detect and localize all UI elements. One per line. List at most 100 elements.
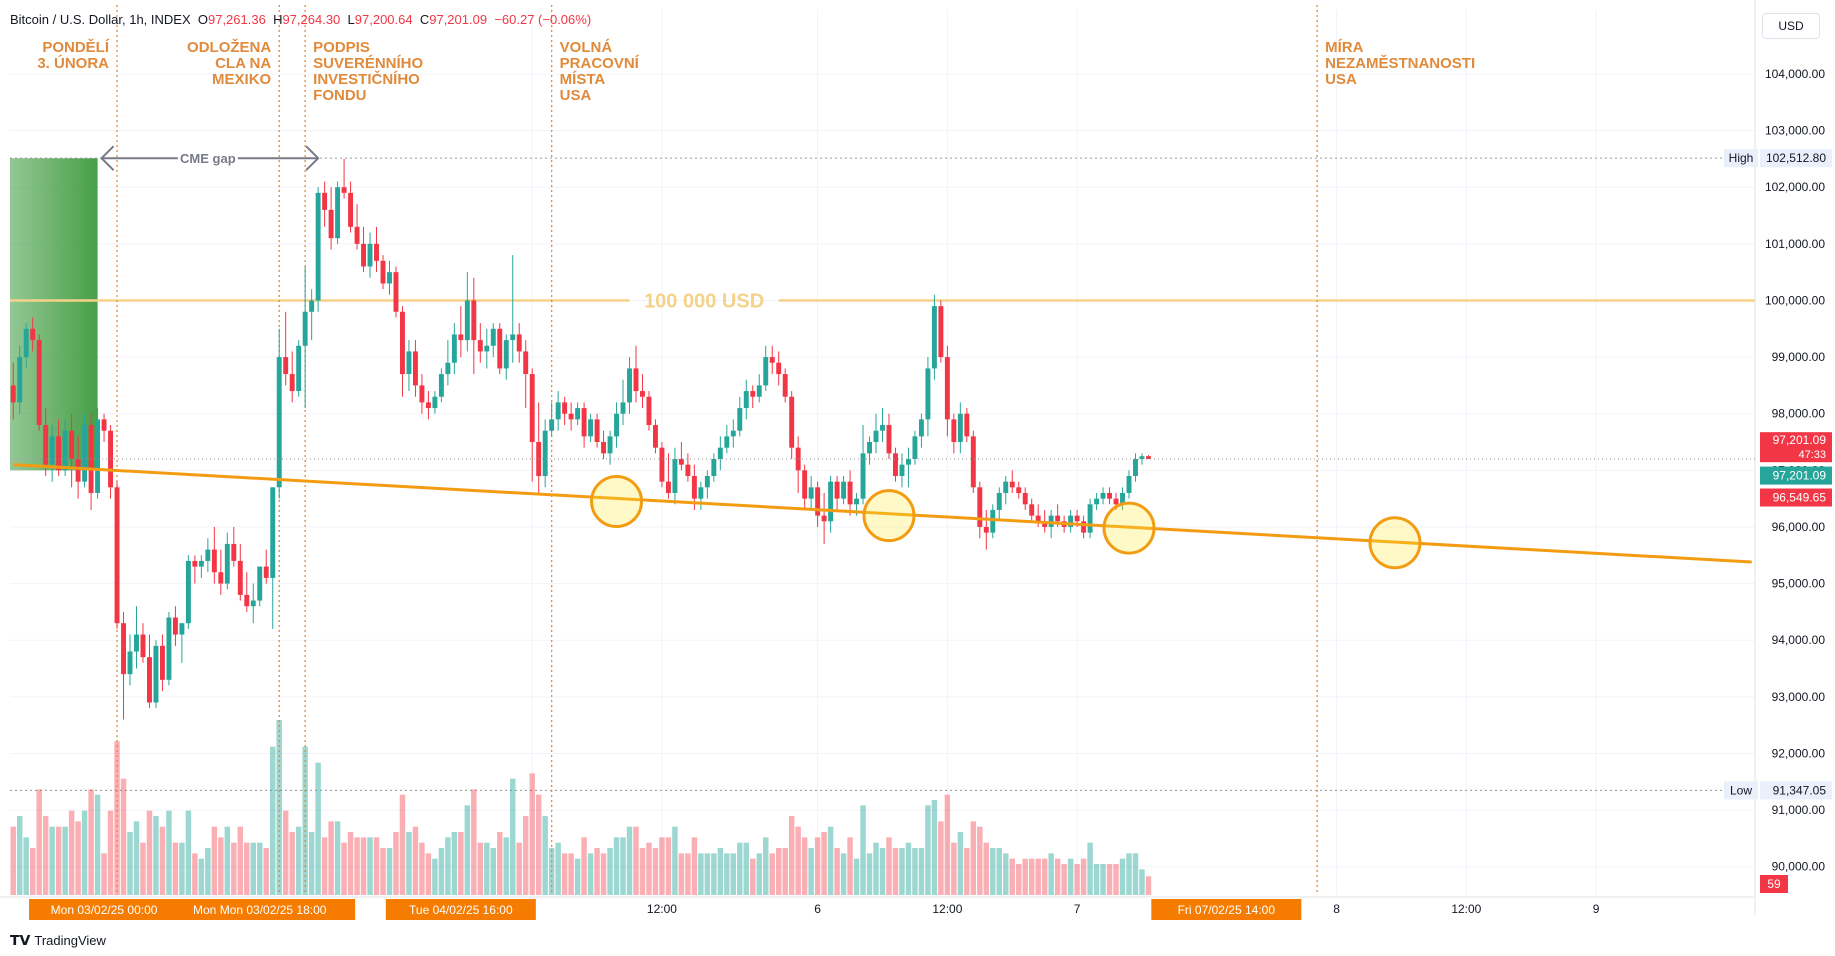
cme-gap-label-bg bbox=[177, 148, 238, 169]
volume-bar bbox=[879, 848, 886, 895]
volume-bar bbox=[237, 826, 244, 895]
volume-bar bbox=[68, 810, 75, 895]
candle-body bbox=[1139, 456, 1145, 460]
low-label-box bbox=[1760, 781, 1832, 800]
volume-tag bbox=[1760, 875, 1788, 893]
candle-body bbox=[23, 328, 29, 358]
symbol-title: Bitcoin / U.S. Dollar, 1h, INDEX bbox=[10, 12, 191, 27]
candle-body bbox=[1081, 521, 1087, 533]
candle-body bbox=[834, 481, 840, 499]
event-label: MÍRA bbox=[1325, 39, 1363, 56]
volume-bar bbox=[360, 837, 367, 895]
candle-body bbox=[276, 357, 282, 488]
candle-body bbox=[341, 187, 347, 193]
y-tick-label: 99,000.00 bbox=[1772, 350, 1826, 364]
volume-bar bbox=[1067, 858, 1074, 895]
volume-bar bbox=[938, 821, 944, 895]
volume-bar bbox=[192, 853, 198, 895]
candle-body bbox=[555, 402, 561, 420]
volume-bar bbox=[775, 848, 782, 895]
volume-bar bbox=[1003, 853, 1009, 895]
candle-body bbox=[776, 362, 782, 375]
event-label: USA bbox=[560, 87, 592, 104]
candle-body bbox=[893, 453, 898, 476]
volume-bar bbox=[957, 832, 964, 895]
time-tag bbox=[29, 899, 180, 920]
candle-body bbox=[335, 187, 341, 239]
candle-body bbox=[529, 374, 535, 443]
volume-bar bbox=[704, 853, 711, 895]
candle-body bbox=[322, 192, 328, 210]
volume-bar bbox=[1100, 864, 1106, 895]
time-tag-label: Mon Mon 03/02/25 18:00 bbox=[193, 903, 327, 917]
volume-bar bbox=[347, 832, 354, 895]
candle-body bbox=[899, 464, 905, 476]
candle-body bbox=[523, 351, 529, 375]
x-tick-label: 12:00 bbox=[932, 902, 962, 916]
candle-body bbox=[815, 487, 821, 516]
volume-bar bbox=[555, 842, 561, 895]
candle-body bbox=[1009, 481, 1015, 488]
candle-body bbox=[134, 634, 139, 652]
cme-gap-zone bbox=[10, 158, 98, 471]
stop-price-value: 96,549.65 bbox=[1773, 491, 1827, 505]
volume-bar bbox=[503, 837, 509, 895]
x-tick-label: 12:00 bbox=[647, 902, 677, 916]
volume-bar bbox=[1061, 864, 1067, 895]
candle-body bbox=[756, 385, 762, 397]
candle-body bbox=[1029, 504, 1035, 516]
event-label: SUVERÉNNÍHO bbox=[313, 55, 423, 72]
candle-body bbox=[237, 560, 243, 595]
volume-bar bbox=[795, 826, 801, 895]
volume-bar bbox=[834, 848, 840, 895]
currency-button[interactable]: USD bbox=[1762, 13, 1820, 39]
time-tag-label: Tue 04/02/25 16:00 bbox=[409, 903, 513, 917]
candle-body bbox=[847, 481, 853, 505]
volume-bar bbox=[925, 805, 931, 895]
volume-bar bbox=[1139, 869, 1145, 895]
volume-bar bbox=[665, 837, 672, 895]
candle-body bbox=[782, 374, 788, 397]
volume-bar bbox=[101, 853, 107, 895]
candle-body bbox=[957, 413, 963, 443]
candle-body bbox=[1087, 504, 1093, 533]
volume-bar bbox=[146, 810, 153, 895]
candle-body bbox=[1133, 459, 1138, 476]
volume-bar bbox=[10, 826, 16, 895]
candle-body bbox=[257, 566, 263, 601]
candle-body bbox=[886, 425, 892, 454]
volume-bar bbox=[484, 842, 490, 895]
volume-bar bbox=[853, 858, 860, 895]
candle-body bbox=[1146, 456, 1151, 459]
candle-body bbox=[179, 623, 185, 635]
candle-body bbox=[438, 374, 444, 397]
volume-bar bbox=[263, 848, 269, 895]
volume-bar bbox=[1028, 858, 1035, 895]
candle-body bbox=[990, 509, 996, 533]
candle-body bbox=[678, 459, 684, 465]
volume-bar bbox=[1035, 858, 1041, 895]
volume-bar bbox=[639, 848, 646, 895]
candle-body bbox=[912, 436, 918, 460]
volume-bar bbox=[510, 778, 516, 895]
volume-bar bbox=[308, 832, 315, 895]
event-label: INVESTIČNÍHO bbox=[313, 70, 420, 88]
candle-body bbox=[283, 357, 289, 375]
volume-bar bbox=[29, 848, 36, 895]
volume-bar bbox=[866, 853, 873, 895]
event-label: USA bbox=[1325, 71, 1357, 88]
candle-body bbox=[880, 425, 885, 431]
candle-body bbox=[1107, 492, 1113, 499]
volume-bar bbox=[1009, 858, 1015, 895]
volume-bar bbox=[244, 842, 250, 895]
candle-body bbox=[951, 419, 957, 443]
candle-body bbox=[977, 487, 983, 527]
candle-body bbox=[309, 300, 315, 312]
candle-body bbox=[763, 357, 769, 386]
candle-body bbox=[601, 442, 607, 454]
volume-bar bbox=[94, 794, 101, 895]
candle-body bbox=[75, 459, 81, 482]
tradingview-logo-icon: 𝗧𝗩 bbox=[10, 932, 31, 948]
candle-body bbox=[665, 481, 671, 493]
